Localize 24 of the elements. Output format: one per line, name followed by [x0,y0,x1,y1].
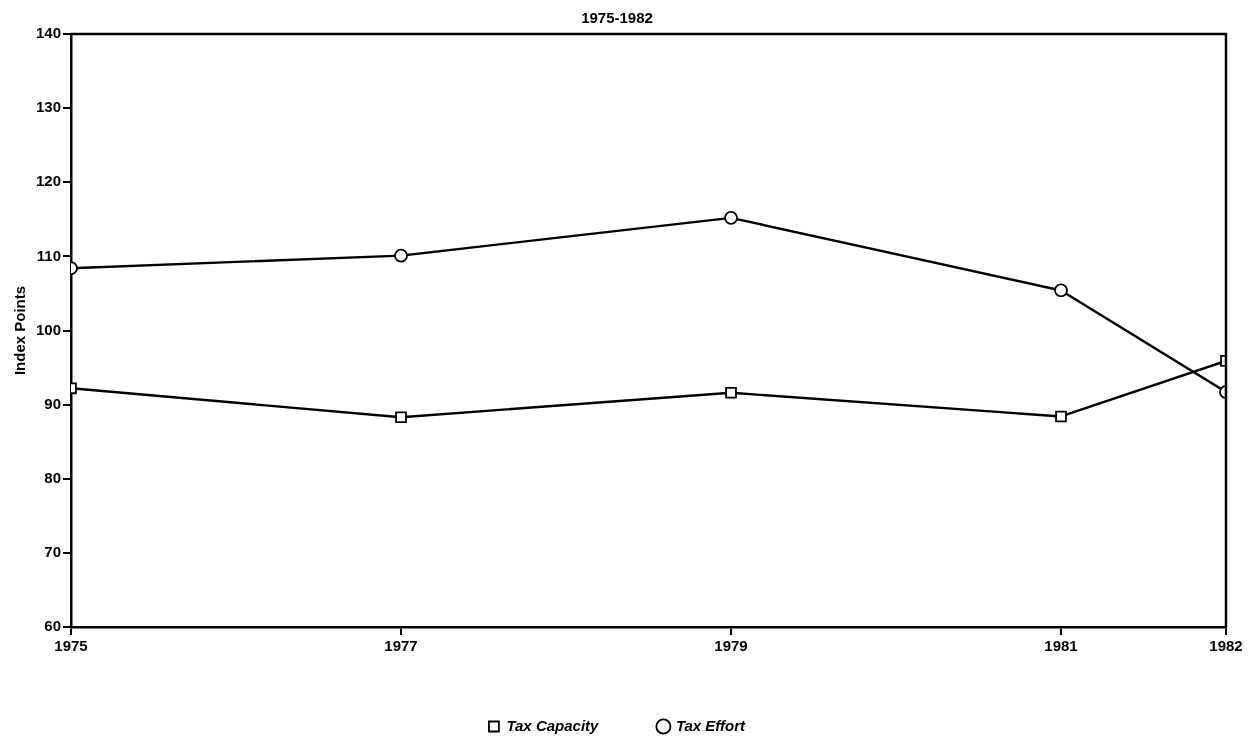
legend-label: Tax Effort [675,716,747,734]
y-tick-label: 140 [36,24,62,42]
x-tick-label: 1979 [714,637,748,655]
legend-label: Tax Capacity [506,716,600,734]
point [1054,283,1068,298]
y-tick-label: 120 [36,172,62,190]
y-tick-label: 100 [36,320,62,338]
point [1055,410,1067,423]
x-tick-label: 1975 [54,637,88,655]
y-tick-label: 110 [36,246,62,264]
point [724,210,738,225]
y-axis-title: Index Points [11,285,29,376]
y-tick-label: 130 [36,98,62,116]
point [725,386,737,399]
y-tick-label: 60 [44,617,62,635]
x-tick-label: 1981 [1044,637,1078,655]
point [394,248,408,263]
y-tick-label: 80 [44,468,62,486]
x-tick-label: 1977 [384,637,418,655]
y-tick-label: 90 [44,394,62,412]
y-tick-label: 70 [44,543,62,561]
chart-title: 1975-1982 [581,9,653,27]
x-tick-label: 1982 [1209,637,1243,655]
point [395,411,407,424]
